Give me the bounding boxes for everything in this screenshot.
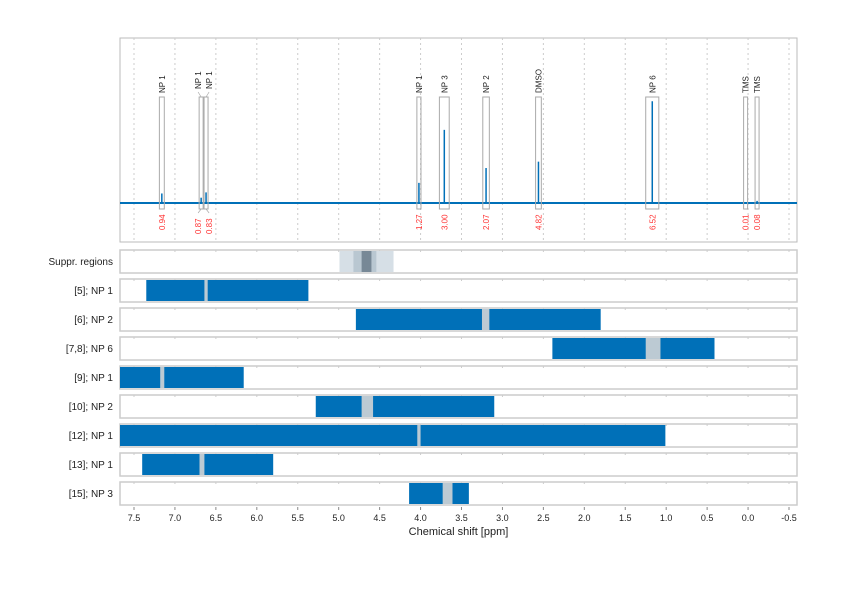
integral-value: 0.94 — [158, 214, 167, 230]
peak-label: NP 1 — [205, 71, 214, 89]
x-tick-label: 1.5 — [619, 513, 632, 523]
integral-value: 3.00 — [440, 214, 449, 230]
region-bar-gap — [481, 309, 490, 330]
x-tick-label: 1.0 — [660, 513, 673, 523]
row-label: [15]; NP 3 — [69, 489, 114, 500]
row-label: [12]; NP 1 — [69, 431, 114, 442]
integral-leader-line — [197, 208, 202, 214]
integral-value: 2.07 — [482, 214, 491, 230]
label-leader-line — [197, 91, 202, 98]
region-bar — [142, 454, 274, 475]
peak-box — [158, 96, 165, 210]
integral-value: 0.83 — [205, 218, 214, 234]
label-leader-line — [205, 91, 210, 98]
region-bar-gap — [645, 338, 661, 359]
peak-label: NP 1 — [158, 75, 167, 93]
region-bar — [120, 367, 244, 388]
suppression-label: Suppr. regions — [49, 257, 114, 268]
region-row-frame — [119, 249, 798, 274]
x-tick-label: 0.0 — [742, 513, 755, 523]
peak-box — [645, 96, 660, 210]
region-row-frame — [119, 452, 798, 477]
region-bar-gap — [199, 454, 205, 475]
x-tick-label: 2.5 — [537, 513, 550, 523]
x-tick-label: 4.0 — [414, 513, 427, 523]
integral-value: 4.82 — [534, 214, 543, 230]
x-tick-label: 2.0 — [578, 513, 591, 523]
peak-label: NP 1 — [415, 75, 424, 93]
peak-box — [535, 96, 542, 210]
x-tick-label: 5.0 — [332, 513, 345, 523]
region-bar-gap — [160, 367, 165, 388]
region-bar — [409, 483, 469, 504]
row-label: [9]; NP 1 — [74, 373, 113, 384]
integral-leader-line — [205, 208, 210, 214]
x-tick-label: 6.5 — [210, 513, 223, 523]
region-bar — [146, 280, 309, 301]
row-label: [13]; NP 1 — [69, 460, 114, 471]
peak-label: TMS — [753, 76, 762, 93]
row-label: [10]; NP 2 — [69, 402, 114, 413]
region-bar-gap — [204, 280, 208, 301]
peak-box — [482, 96, 490, 210]
x-tick-label: 6.0 — [251, 513, 264, 523]
integral-value: 0.87 — [194, 218, 203, 234]
row-label: [5]; NP 1 — [74, 286, 113, 297]
region-bar — [552, 338, 715, 359]
peak-box — [438, 96, 450, 210]
peak-label: NP 1 — [194, 71, 203, 89]
integral-value: 0.01 — [742, 214, 751, 230]
peak-box — [754, 96, 760, 210]
spectrum-panel — [119, 37, 798, 243]
x-tick-label: -0.5 — [781, 513, 797, 523]
x-tick-label: 5.5 — [291, 513, 304, 523]
region-bar-gap — [417, 425, 421, 446]
x-tick-label: 7.5 — [128, 513, 141, 523]
peak-label: TMS — [742, 76, 751, 93]
peak-box — [743, 96, 749, 210]
peak-label: DMSO — [534, 69, 543, 93]
x-tick-label: 7.0 — [169, 513, 182, 523]
x-tick-label: 0.5 — [701, 513, 714, 523]
suppression-region-inner — [361, 251, 372, 272]
peak-label: NP 6 — [648, 75, 657, 93]
region-bar — [315, 396, 495, 417]
x-tick-label: 3.5 — [455, 513, 468, 523]
region-bar — [120, 425, 666, 446]
row-label: [6]; NP 2 — [74, 315, 113, 326]
region-bar-gap — [442, 483, 453, 504]
integral-value: 0.08 — [753, 214, 762, 230]
integral-value: 6.52 — [648, 214, 657, 230]
region-bar — [355, 309, 601, 330]
region-bar-gap — [361, 396, 374, 417]
integral-value: 1.27 — [415, 214, 424, 230]
peak-label: NP 2 — [482, 75, 491, 93]
row-label: [7,8]; NP 6 — [66, 344, 114, 355]
peak-label: NP 3 — [440, 75, 449, 93]
x-tick-label: 4.5 — [373, 513, 386, 523]
peak-box — [416, 96, 422, 210]
x-tick-label: 3.0 — [496, 513, 509, 523]
x-axis-title: Chemical shift [ppm] — [409, 526, 509, 538]
